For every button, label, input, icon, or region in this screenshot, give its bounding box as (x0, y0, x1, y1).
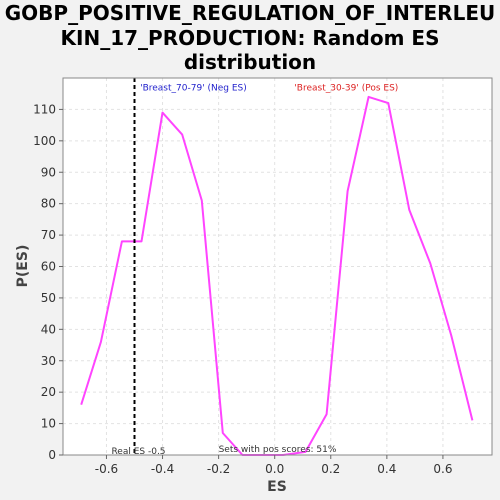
y-tick-label: 30 (41, 354, 56, 368)
plot-area (63, 78, 492, 455)
x-axis-label: ES (267, 479, 287, 495)
y-tick-label: 90 (41, 165, 56, 179)
x-tick-label: 0.4 (377, 462, 396, 476)
x-tick-label: 0.0 (265, 462, 284, 476)
chart-title-line-3: distribution (183, 50, 317, 74)
chart-title-line-1: GOBP_POSITIVE_REGULATION_OF_INTERLEU (4, 1, 496, 25)
y-tick-label: 50 (41, 291, 56, 305)
annotation-label: 'Breast_70-79' (Neg ES) (140, 84, 247, 94)
y-axis-label: P(ES) (15, 245, 31, 288)
y-tick-label: 40 (41, 322, 56, 336)
x-tick-label: 0.6 (433, 462, 452, 476)
y-tick-label: 20 (41, 385, 56, 399)
axis-layer: 0 10 20 30 40 50 60 70 80 90 100 110 -0.6 -0.4 -0.2 0.0… (33, 102, 452, 476)
chart-title-line-2: KIN_17_PRODUCTION: Random ES (60, 26, 440, 50)
y-tick-label: 10 (41, 417, 56, 431)
pos-scores-label: Sets with pos scores: 51% (219, 445, 337, 455)
y-tick-label: 70 (41, 228, 56, 242)
y-tick-label: 0 (48, 448, 56, 462)
grid-layer (63, 78, 492, 456)
y-tick-label: 60 (41, 260, 56, 274)
x-tick-label: -0.6 (95, 462, 118, 476)
annotation-label: 'Breast_30-39' (Pos ES) (294, 84, 398, 94)
y-tick-label: 100 (33, 134, 56, 148)
y-tick-label: 80 (41, 197, 56, 211)
y-tick-label: 110 (33, 102, 56, 116)
x-tick-label: 0.2 (321, 462, 340, 476)
real-es-label: Real ES -0.5 (111, 447, 165, 457)
x-tick-label: -0.4 (151, 462, 174, 476)
marker-layer: Real ES -0.5 'Breast_70-79' (Neg ES) 'Brea… (111, 78, 398, 457)
x-tick-label: -0.2 (207, 462, 230, 476)
